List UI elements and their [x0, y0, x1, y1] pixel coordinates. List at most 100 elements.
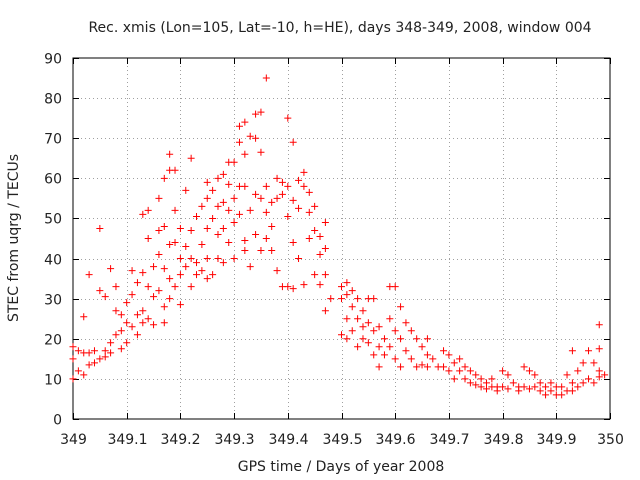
data-point [440, 363, 448, 371]
data-point [144, 283, 152, 291]
y-tick-label: 0 [53, 413, 62, 429]
data-point [391, 355, 399, 363]
data-point [585, 347, 593, 355]
data-point [386, 315, 394, 323]
data-point [171, 239, 179, 247]
data-point [295, 255, 303, 263]
data-point [182, 263, 190, 271]
data-point [402, 347, 410, 355]
data-point [74, 347, 82, 355]
data-point [574, 367, 582, 375]
data-point [542, 383, 550, 391]
data-point [101, 347, 109, 355]
data-point [219, 224, 227, 232]
data-point [477, 375, 485, 383]
data-point [112, 331, 120, 339]
data-point [241, 118, 249, 126]
data-point [536, 387, 544, 395]
y-tick-label: 30 [44, 293, 62, 309]
x-tick-label: 349.7 [429, 432, 469, 448]
data-point [225, 206, 233, 214]
data-point [155, 194, 163, 202]
data-point [144, 206, 152, 214]
data-point [348, 303, 356, 311]
data-point [112, 283, 120, 291]
data-point [316, 251, 324, 259]
data-point [525, 385, 533, 393]
data-point [193, 271, 201, 279]
data-point [230, 158, 238, 166]
y-tick-label: 50 [44, 212, 62, 228]
data-point [295, 176, 303, 184]
data-point [166, 295, 174, 303]
data-point [568, 387, 576, 395]
data-point [144, 235, 152, 242]
data-point [268, 222, 276, 230]
data-point [182, 186, 190, 194]
data-point [107, 265, 115, 273]
data-point [278, 178, 286, 186]
data-point [90, 359, 98, 367]
data-point [515, 387, 523, 395]
data-point [311, 226, 319, 234]
x-tick-label: 349.2 [160, 432, 200, 448]
data-point [80, 313, 88, 321]
data-point [445, 367, 453, 375]
data-point [128, 323, 136, 331]
data-point [568, 347, 576, 355]
data-point [321, 271, 329, 279]
data-point [198, 241, 206, 249]
data-point [85, 349, 93, 357]
data-point [252, 230, 260, 238]
data-point [338, 295, 345, 303]
data-point [284, 114, 292, 122]
data-point [155, 287, 163, 295]
y-tick-label: 10 [44, 373, 62, 389]
data-point [321, 218, 329, 226]
data-point [477, 383, 485, 391]
data-point [413, 363, 421, 371]
data-point [187, 255, 195, 263]
y-axis-label: STEC from uqrg / TECUs [6, 154, 22, 322]
data-point [187, 226, 195, 234]
data-point [278, 190, 286, 198]
data-point [128, 291, 136, 299]
data-point [380, 335, 388, 343]
data-point [579, 359, 587, 367]
data-point [579, 379, 587, 387]
data-point [423, 363, 431, 371]
data-point [585, 375, 593, 383]
data-point [160, 303, 168, 311]
data-point [386, 343, 394, 351]
data-point [359, 323, 367, 331]
data-point [343, 279, 351, 287]
data-point [117, 311, 125, 319]
data-point [354, 343, 362, 351]
data-point [542, 391, 550, 399]
data-point [225, 180, 233, 188]
data-point [176, 255, 184, 263]
data-point [241, 247, 249, 255]
data-point [257, 194, 265, 202]
data-point [364, 319, 372, 327]
data-point [338, 283, 345, 291]
data-point [155, 226, 163, 234]
data-point [252, 190, 260, 198]
data-point [268, 247, 276, 255]
data-point [316, 232, 324, 240]
data-point [316, 281, 324, 289]
data-point [96, 224, 104, 232]
data-point [407, 327, 415, 335]
data-point [262, 182, 270, 190]
data-point [133, 331, 141, 339]
data-point [595, 345, 603, 353]
data-point [311, 271, 319, 279]
data-point [520, 383, 528, 391]
data-point [504, 371, 512, 379]
data-point [391, 327, 399, 335]
x-tick-label: 349.8 [483, 432, 523, 448]
data-point [370, 295, 378, 303]
data-point [289, 239, 297, 247]
data-point [364, 339, 372, 347]
